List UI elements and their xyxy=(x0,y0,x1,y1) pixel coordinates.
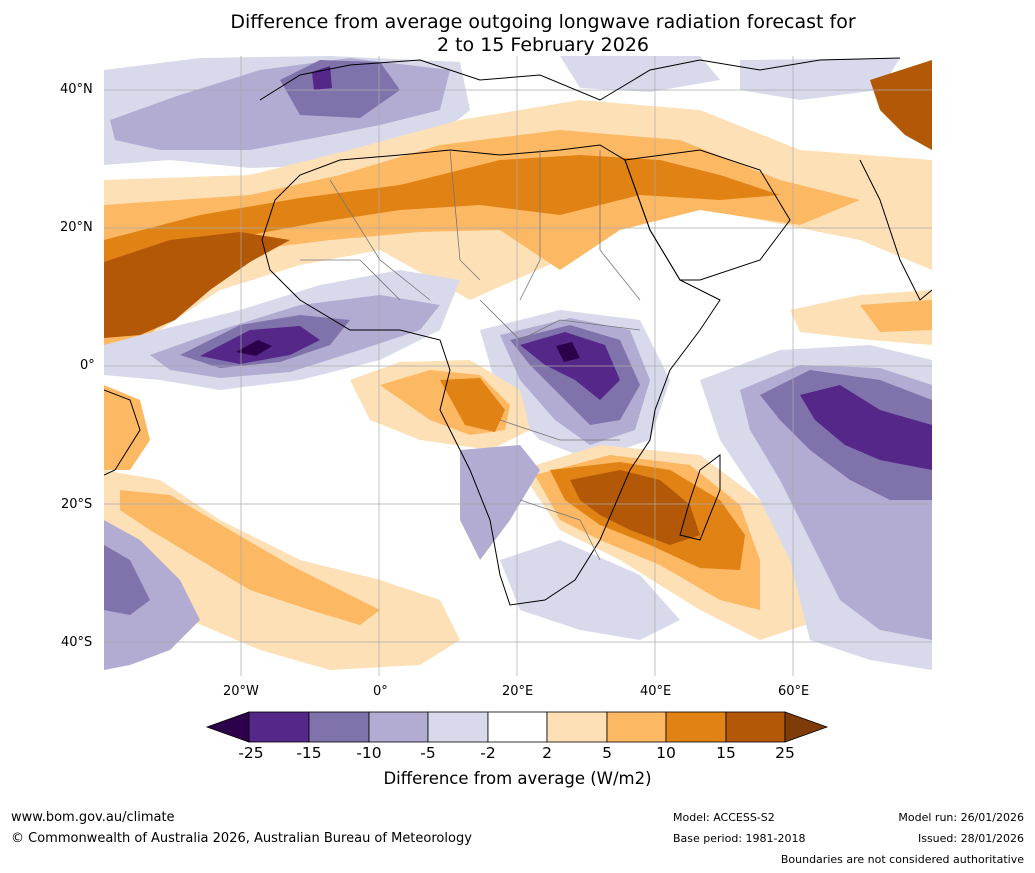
colorbar-tick: -2 xyxy=(480,744,496,762)
lat-label-40s: 40°S xyxy=(61,635,93,650)
lat-label-20n: 20°N xyxy=(60,220,93,235)
colorbar-tick: 25 xyxy=(775,744,795,762)
colorbar-extend-high xyxy=(784,711,829,743)
colorbar-bin-15-25 xyxy=(725,711,786,743)
footer-model: Model: ACCESS-S2 xyxy=(673,811,775,824)
footer-issued: Issued: 28/01/2026 xyxy=(917,832,1024,845)
anomaly-region-central-africa-extreme xyxy=(556,342,580,362)
colorbar-bin-m2-2 xyxy=(487,711,548,743)
colorbar-bin-5-10 xyxy=(606,711,667,743)
india-coastline xyxy=(859,159,932,301)
lon-label-0: 0° xyxy=(373,684,388,699)
anomaly-region-southern-africa-core xyxy=(570,470,700,545)
anomaly-region-southwest-atlantic-neg xyxy=(104,520,200,670)
anomaly-region-brazil-coast xyxy=(104,385,150,470)
lat-label-0: 0° xyxy=(80,358,95,373)
anomaly-region-west-africa-core xyxy=(104,232,290,338)
anomaly-region-namibia-neg xyxy=(460,445,540,560)
lon-label-20e: 20°E xyxy=(502,684,534,699)
europe-coastline xyxy=(259,57,901,101)
anomaly-region-south-atlantic-mid xyxy=(120,490,380,625)
lat-label-40n: 40°N xyxy=(60,82,93,97)
anomaly-region-iberia-neg xyxy=(280,60,400,118)
anomaly-region-arabian-sea-mid xyxy=(860,300,932,332)
colorbar-tick: -15 xyxy=(296,744,322,762)
colorbar-tick: 15 xyxy=(716,744,736,762)
anomaly-region-sahara-strong xyxy=(104,155,780,330)
anomaly-region-middle-east-core xyxy=(870,60,932,150)
colorbar-bin-m15-m10 xyxy=(308,711,370,743)
graticule xyxy=(104,56,932,676)
colorbar-tick: -10 xyxy=(356,744,382,762)
footer-disclaimer: Boundaries are not considered authoritat… xyxy=(780,853,1024,866)
footer-url[interactable]: www.bom.gov.au/climate xyxy=(11,810,175,825)
south-america-coastline xyxy=(104,389,141,476)
country-borders xyxy=(300,149,641,561)
colorbar-bin-m5-m2 xyxy=(427,711,489,743)
colorbar-tick: 10 xyxy=(656,744,676,762)
colorbar-tick: 5 xyxy=(602,744,612,762)
anomaly-region-cape-neg xyxy=(500,540,680,640)
lon-label-20w: 20°W xyxy=(223,684,259,699)
arabia-coastline xyxy=(624,149,791,281)
lon-label-40e: 40°E xyxy=(640,684,672,699)
chart-title-line1: Difference from average outgoing longwav… xyxy=(230,11,856,33)
colorbar-tick: -5 xyxy=(420,744,436,762)
footer-model-run: Model run: 26/01/2026 xyxy=(898,811,1024,824)
colorbar-tick: 2 xyxy=(542,744,552,762)
lon-label-60e: 60°E xyxy=(778,684,810,699)
colorbar-bin-m10-m5 xyxy=(368,711,429,743)
footer-base-period: Base period: 1981-2018 xyxy=(673,832,806,845)
coastlines xyxy=(104,57,932,606)
colorbar-bin-m25-m15 xyxy=(248,711,310,743)
anomaly-region-asia-neg xyxy=(740,58,900,100)
colorbar xyxy=(205,711,829,743)
anomaly-region-gulf-of-guinea-extreme xyxy=(236,340,272,356)
madagascar-coastline xyxy=(679,454,721,541)
africa-coastline xyxy=(261,144,721,606)
anomaly-region-eastern-europe-neg xyxy=(560,56,720,92)
colorbar-bin-10-15 xyxy=(665,711,727,743)
footer-copyright: © Commonwealth of Australia 2026, Austra… xyxy=(11,831,472,846)
colorbar-extend-low xyxy=(205,711,250,743)
colorbar-tick: -25 xyxy=(238,744,264,762)
anomaly-region-southwest-atlantic-core xyxy=(104,545,150,615)
colorbar-label: Difference from average (W/m2) xyxy=(383,769,652,788)
olr-anomaly-map xyxy=(104,56,932,676)
anomaly-region-angola-strong xyxy=(440,378,505,432)
chart-title-line2: 2 to 15 February 2026 xyxy=(436,34,650,56)
lat-label-20s: 20°S xyxy=(61,497,93,512)
anomaly-region-indian-ocean-core xyxy=(800,385,932,470)
colorbar-bin-2-5 xyxy=(546,711,608,743)
